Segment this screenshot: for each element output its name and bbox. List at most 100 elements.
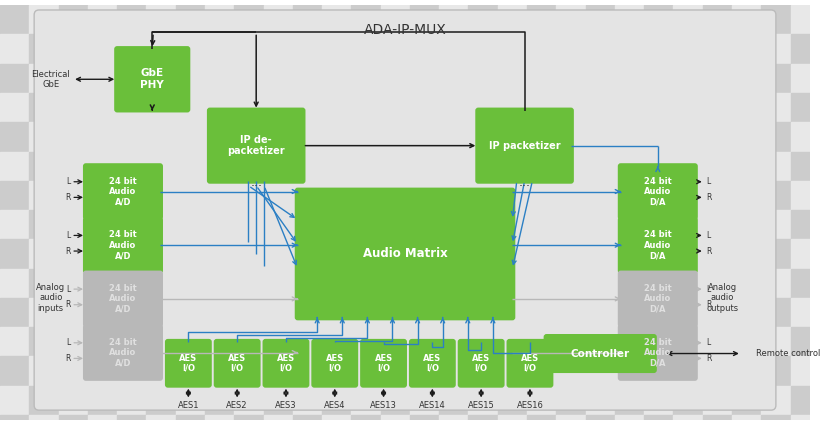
- Bar: [176, 415, 205, 425]
- Bar: [410, 122, 439, 151]
- Bar: [117, 239, 146, 269]
- Text: AES4: AES4: [324, 401, 345, 410]
- Bar: [293, 269, 322, 298]
- Bar: [468, 122, 498, 151]
- Bar: [322, 181, 351, 210]
- Bar: [263, 415, 293, 425]
- Bar: [176, 64, 205, 93]
- Bar: [703, 239, 732, 269]
- Bar: [703, 415, 732, 425]
- FancyBboxPatch shape: [409, 339, 456, 388]
- Text: AES
I/O: AES I/O: [374, 354, 393, 373]
- Bar: [615, 415, 644, 425]
- Bar: [263, 5, 293, 34]
- Text: L: L: [706, 338, 710, 347]
- Bar: [88, 415, 117, 425]
- Bar: [439, 269, 468, 298]
- Bar: [615, 34, 644, 64]
- Bar: [117, 269, 146, 298]
- Bar: [59, 298, 88, 327]
- Bar: [586, 386, 615, 415]
- Text: AES1: AES1: [178, 401, 199, 410]
- Bar: [381, 151, 410, 181]
- Text: AES
I/O: AES I/O: [472, 354, 491, 373]
- Bar: [322, 269, 351, 298]
- Bar: [263, 122, 293, 151]
- Bar: [732, 93, 761, 122]
- Bar: [293, 151, 322, 181]
- Bar: [410, 415, 439, 425]
- Bar: [381, 327, 410, 357]
- Bar: [498, 357, 527, 386]
- Bar: [88, 93, 117, 122]
- Bar: [59, 327, 88, 357]
- Bar: [527, 269, 556, 298]
- Bar: [703, 298, 732, 327]
- Bar: [88, 357, 117, 386]
- Bar: [234, 386, 263, 415]
- Bar: [468, 269, 498, 298]
- Text: AES2: AES2: [227, 401, 248, 410]
- Bar: [732, 415, 761, 425]
- Text: GbE
PHY: GbE PHY: [140, 68, 164, 90]
- Bar: [176, 269, 205, 298]
- Bar: [790, 5, 820, 34]
- Bar: [468, 64, 498, 93]
- Bar: [468, 239, 498, 269]
- Bar: [410, 269, 439, 298]
- Bar: [644, 327, 673, 357]
- Bar: [703, 327, 732, 357]
- Bar: [146, 151, 176, 181]
- Bar: [439, 151, 468, 181]
- Text: R: R: [65, 300, 71, 309]
- Bar: [293, 181, 322, 210]
- Bar: [556, 5, 586, 34]
- Bar: [556, 122, 586, 151]
- Text: Audio Matrix: Audio Matrix: [363, 247, 447, 261]
- Bar: [263, 181, 293, 210]
- Bar: [59, 34, 88, 64]
- Bar: [673, 181, 703, 210]
- Bar: [410, 210, 439, 239]
- Bar: [205, 298, 234, 327]
- Bar: [615, 181, 644, 210]
- Bar: [468, 386, 498, 415]
- Bar: [468, 298, 498, 327]
- Bar: [556, 239, 586, 269]
- Bar: [439, 93, 468, 122]
- Bar: [615, 122, 644, 151]
- Bar: [790, 34, 820, 64]
- Bar: [673, 122, 703, 151]
- Bar: [761, 5, 790, 34]
- Bar: [263, 151, 293, 181]
- Bar: [644, 415, 673, 425]
- Bar: [761, 357, 790, 386]
- Bar: [673, 415, 703, 425]
- Bar: [322, 210, 351, 239]
- Bar: [498, 415, 527, 425]
- Bar: [351, 64, 381, 93]
- Bar: [732, 64, 761, 93]
- Bar: [527, 239, 556, 269]
- Bar: [0, 386, 29, 415]
- Bar: [761, 210, 790, 239]
- FancyBboxPatch shape: [457, 339, 505, 388]
- Bar: [263, 269, 293, 298]
- Bar: [527, 34, 556, 64]
- Bar: [556, 269, 586, 298]
- Bar: [761, 93, 790, 122]
- Bar: [673, 357, 703, 386]
- Bar: [234, 298, 263, 327]
- Bar: [410, 34, 439, 64]
- Bar: [732, 210, 761, 239]
- Bar: [29, 327, 59, 357]
- Bar: [0, 298, 29, 327]
- Text: AES
I/O: AES I/O: [521, 354, 539, 373]
- Bar: [498, 386, 527, 415]
- FancyBboxPatch shape: [544, 334, 657, 373]
- Bar: [644, 93, 673, 122]
- Bar: [790, 181, 820, 210]
- Bar: [0, 415, 29, 425]
- Bar: [29, 151, 59, 181]
- Bar: [644, 64, 673, 93]
